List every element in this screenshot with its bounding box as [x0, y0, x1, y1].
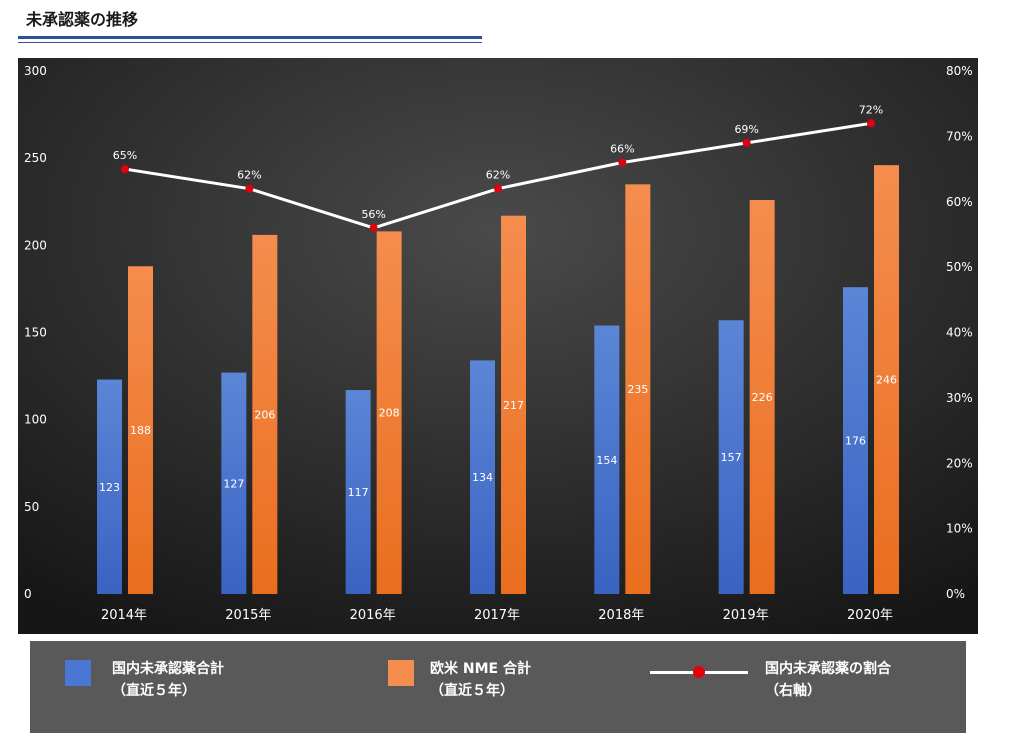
left-axis-tick-label: 0: [24, 587, 32, 601]
bar-domestic: [718, 320, 744, 594]
x-axis-tick-label: 2015年: [225, 608, 271, 623]
right-axis-tick-label: 10%: [946, 522, 973, 536]
ratio-label: 65%: [113, 149, 137, 162]
ratio-label: 66%: [610, 143, 634, 156]
title-underline-thin: [18, 42, 482, 43]
legend-label-domestic: 国内未承認薬合計 （直近５年）: [112, 661, 224, 699]
left-axis-tick-label: 50: [24, 500, 39, 514]
ratio-marker: [369, 223, 378, 232]
right-axis-tick-label: 80%: [946, 64, 973, 78]
bar-domestic: [470, 360, 495, 594]
bar-domestic-label: 123: [99, 481, 120, 494]
bar-western-label: 208: [379, 407, 400, 420]
ratio-label: 69%: [734, 123, 758, 136]
ratio-label: 56%: [361, 208, 385, 221]
right-axis-tick-label: 0%: [946, 587, 965, 601]
bar-domestic-label: 134: [472, 471, 493, 484]
right-axis-tick-label: 20%: [946, 456, 973, 470]
ratio-marker: [494, 184, 502, 193]
legend-label-western: 欧米 NME 合計 （直近５年）: [430, 661, 531, 699]
x-axis-tick-label: 2019年: [723, 608, 769, 623]
bar-western-label: 226: [752, 391, 773, 404]
bar-western-label: 217: [503, 399, 524, 412]
left-axis-tick-label: 150: [24, 326, 47, 340]
ratio-marker: [867, 119, 875, 128]
bar-western: [252, 234, 278, 594]
page-title: 未承認薬の推移: [26, 10, 139, 29]
legend-marker-ratio: [693, 666, 705, 678]
bar-domestic: [594, 325, 620, 594]
x-axis-tick-label: 2020年: [847, 608, 893, 623]
left-axis-tick-label: 200: [24, 238, 47, 252]
bar-western: [128, 266, 153, 594]
right-axis-tick-label: 40%: [946, 326, 973, 340]
ratio-label: 72%: [859, 103, 883, 116]
legend: 国内未承認薬合計 （直近５年） 欧米 NME 合計 （直近５年） 国内未承認薬の…: [30, 641, 966, 733]
bar-western: [749, 200, 775, 595]
bar-domestic: [345, 390, 371, 594]
chart-background: [18, 58, 978, 634]
right-axis-tick-label: 70%: [946, 129, 973, 143]
x-axis-tick-label: 2018年: [598, 608, 644, 623]
bar-domestic: [97, 379, 122, 594]
bar-western: [376, 231, 402, 595]
x-axis-tick-label: 2014年: [101, 608, 147, 623]
title-underline: [18, 36, 482, 39]
ratio-label: 62%: [237, 169, 261, 182]
bar-western: [501, 215, 526, 595]
x-axis-tick-label: 2017年: [474, 608, 520, 623]
ratio-label: 62%: [486, 169, 510, 182]
bar-western-label: 188: [130, 424, 151, 437]
bar-domestic-label: 127: [223, 477, 244, 490]
ratio-marker: [742, 138, 751, 147]
ratio-marker: [121, 165, 129, 174]
x-axis-tick-label: 2016年: [350, 608, 396, 623]
left-axis-tick-label: 100: [24, 413, 47, 427]
bar-western-label: 246: [876, 374, 897, 387]
bar-domestic-label: 117: [348, 486, 369, 499]
ratio-marker: [618, 158, 627, 167]
bar-western-label: 235: [627, 383, 648, 396]
bar-domestic-label: 154: [596, 454, 617, 467]
right-axis-tick-label: 30%: [946, 391, 973, 405]
bar-western: [625, 184, 651, 595]
bar-western: [874, 165, 899, 594]
left-axis-tick-label: 250: [24, 151, 47, 165]
bar-domestic: [843, 287, 868, 594]
bar-domestic-label: 157: [721, 451, 742, 464]
right-axis-tick-label: 60%: [946, 195, 973, 209]
legend-label-ratio: 国内未承認薬の割合 （右軸）: [765, 661, 891, 699]
legend-swatch-western: [388, 660, 414, 686]
right-axis-tick-label: 50%: [946, 260, 973, 274]
left-axis-tick-label: 300: [24, 64, 47, 78]
chart: 0 50 100 150 200 250 300 0% 10% 20% 30% 40% 50% 60% 7…: [18, 58, 978, 634]
ratio-marker: [245, 184, 254, 193]
legend-swatch-domestic: [65, 660, 91, 686]
bar-domestic: [221, 372, 247, 594]
bar-domestic-label: 176: [845, 435, 866, 448]
bar-western-label: 206: [254, 408, 275, 421]
